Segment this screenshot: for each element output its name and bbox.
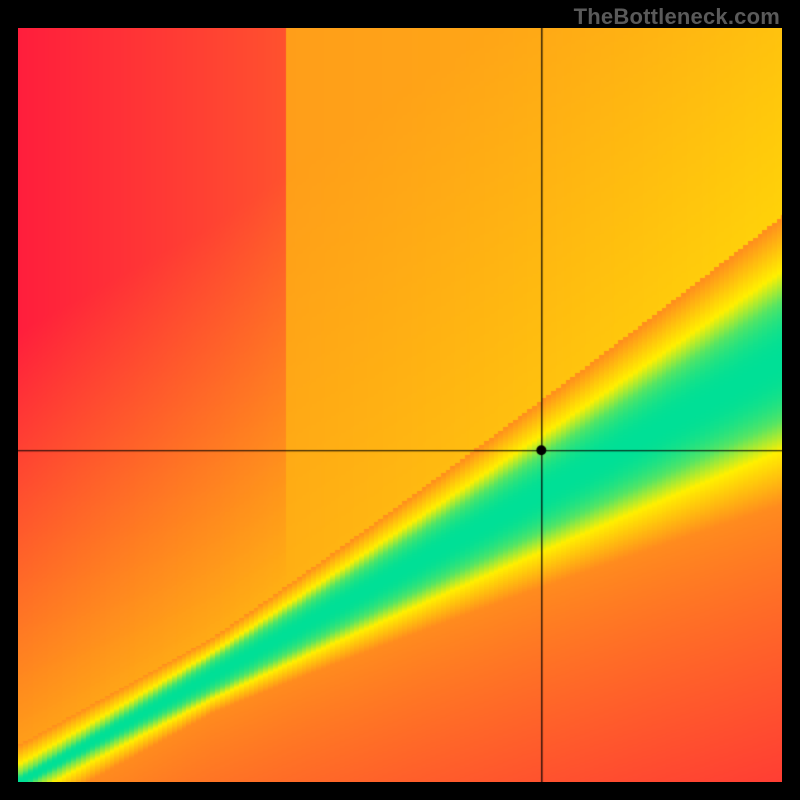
watermark-text: TheBottleneck.com [574,4,780,30]
heatmap-canvas [18,28,782,782]
